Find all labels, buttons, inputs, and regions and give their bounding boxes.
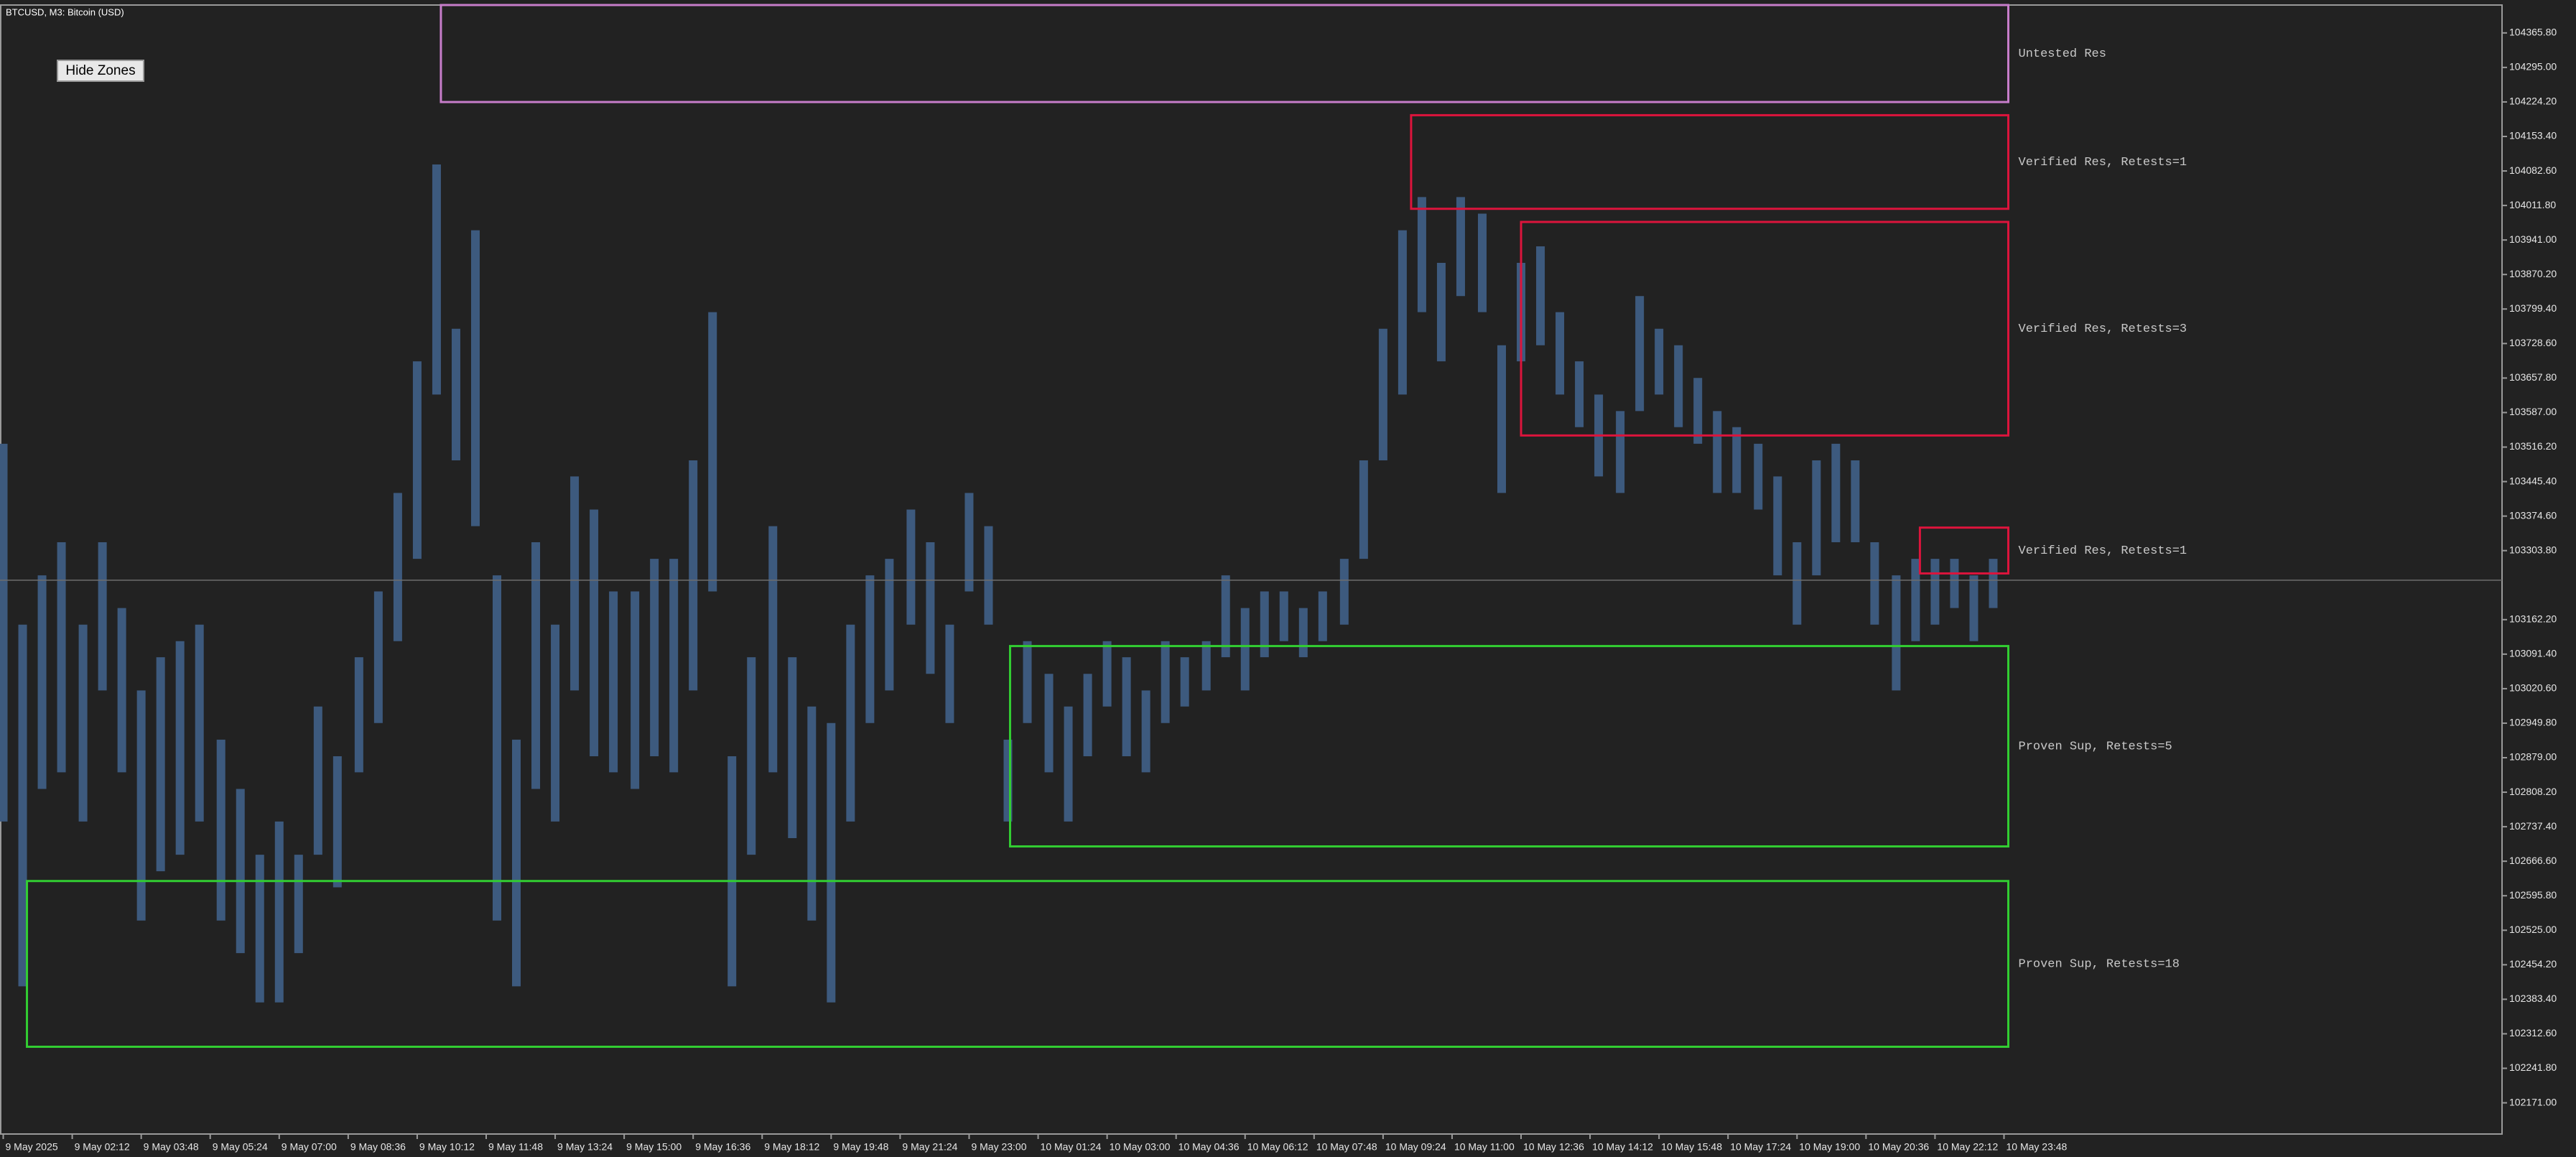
y-tick-label: 102171.00 xyxy=(2509,1096,2557,1107)
y-tick-label: 102808.20 xyxy=(2509,786,2557,797)
x-tick-label: 10 May 09:24 xyxy=(1385,1141,1446,1153)
x-tick-label: 9 May 02:12 xyxy=(75,1141,130,1153)
x-tick-label: 9 May 07:00 xyxy=(282,1141,337,1153)
y-tick-label: 104224.20 xyxy=(2509,96,2557,107)
x-tick-label: 9 May 03:48 xyxy=(144,1141,199,1153)
zone-box xyxy=(1009,645,2010,848)
x-tick-label: 9 May 11:48 xyxy=(488,1141,543,1153)
y-tick-label: 103020.60 xyxy=(2509,682,2557,694)
x-tick-label: 9 May 19:48 xyxy=(833,1141,888,1153)
x-tick-label: 9 May 15:00 xyxy=(626,1141,682,1153)
x-tick-label: 9 May 2025 xyxy=(6,1141,58,1153)
y-tick-label: 103303.80 xyxy=(2509,544,2557,555)
hide-zones-button[interactable]: Hide Zones xyxy=(57,60,144,82)
x-tick-label: 9 May 18:12 xyxy=(764,1141,819,1153)
zone-label: Untested Res xyxy=(2019,47,2106,61)
zone-box xyxy=(440,4,2010,103)
x-tick-label: 9 May 23:00 xyxy=(971,1141,1026,1153)
window-title: BTCUSD, M3: Bitcoin (USD) xyxy=(6,6,124,17)
y-tick-label: 102241.80 xyxy=(2509,1061,2557,1073)
x-tick-label: 10 May 17:24 xyxy=(1730,1141,1791,1153)
y-tick-label: 102595.80 xyxy=(2509,889,2557,901)
x-tick-label: 10 May 19:00 xyxy=(1799,1141,1860,1153)
x-tick-label: 9 May 08:36 xyxy=(350,1141,406,1153)
x-tick-label: 10 May 12:36 xyxy=(1523,1141,1584,1153)
zone-box xyxy=(26,880,2010,1049)
x-tick-label: 10 May 22:12 xyxy=(1937,1141,1998,1153)
y-tick-label: 104082.60 xyxy=(2509,164,2557,176)
x-tick-label: 10 May 20:36 xyxy=(1868,1141,1929,1153)
x-tick-label: 10 May 15:48 xyxy=(1661,1141,1722,1153)
button-face[interactable] xyxy=(57,60,144,82)
y-tick-label: 103799.40 xyxy=(2509,302,2557,314)
y-tick-label: 104153.40 xyxy=(2509,130,2557,141)
y-tick-label: 102525.00 xyxy=(2509,924,2557,935)
zone-box xyxy=(1520,220,2010,437)
zone-label: Verified Res, Retests=1 xyxy=(2019,156,2187,169)
x-tick-label: 10 May 14:12 xyxy=(1592,1141,1653,1153)
x-tick-label: 9 May 13:24 xyxy=(557,1141,613,1153)
x-tick-label: 9 May 05:24 xyxy=(213,1141,268,1153)
y-tick-label: 102312.60 xyxy=(2509,1027,2557,1038)
y-tick-label: 103091.40 xyxy=(2509,648,2557,659)
x-tick-label: 9 May 16:36 xyxy=(695,1141,750,1153)
x-tick-label: 10 May 03:00 xyxy=(1110,1141,1171,1153)
y-tick-label: 103728.60 xyxy=(2509,337,2557,348)
y-tick-label: 104011.80 xyxy=(2509,199,2556,210)
x-tick-label: 10 May 04:36 xyxy=(1178,1141,1240,1153)
price-bars xyxy=(0,164,1998,1003)
y-tick-label: 102879.00 xyxy=(2509,751,2557,763)
zone-label: Proven Sup, Retests=5 xyxy=(2019,740,2172,754)
x-tick-label: 9 May 10:12 xyxy=(419,1141,475,1153)
zone-box xyxy=(1410,113,2010,210)
y-tick-label: 103516.20 xyxy=(2509,440,2557,452)
x-tick-label: 10 May 11:00 xyxy=(1454,1141,1515,1153)
y-tick-label: 103587.00 xyxy=(2509,406,2557,417)
y-tick-label: 102737.40 xyxy=(2509,820,2557,832)
x-tick-label: 10 May 23:48 xyxy=(2007,1141,2068,1153)
y-tick-label: 103870.20 xyxy=(2509,268,2557,279)
y-tick-label: 102949.80 xyxy=(2509,717,2557,728)
x-tick-label: 10 May 07:48 xyxy=(1316,1141,1377,1153)
button-label[interactable]: Hide Zones xyxy=(65,63,135,78)
y-tick-label: 102666.60 xyxy=(2509,855,2557,866)
y-tick-label: 103657.80 xyxy=(2509,371,2557,383)
zone-box xyxy=(1918,526,2010,575)
y-tick-label: 103941.00 xyxy=(2509,233,2557,245)
zone-label: Verified Res, Retests=1 xyxy=(2019,544,2187,558)
zone-label: Proven Sup, Retests=18 xyxy=(2019,958,2180,972)
y-tick-label: 102383.40 xyxy=(2509,993,2557,1004)
x-tick-label: 10 May 06:12 xyxy=(1247,1141,1308,1153)
y-tick-label: 102454.20 xyxy=(2509,958,2557,970)
x-tick-label: 9 May 21:24 xyxy=(902,1141,957,1153)
zone-label: Verified Res, Retests=3 xyxy=(2019,322,2187,336)
y-tick-label: 104365.80 xyxy=(2509,27,2557,38)
y-tick-label: 103374.60 xyxy=(2509,509,2557,521)
y-tick-label: 103162.20 xyxy=(2509,613,2557,624)
y-tick-label: 103445.40 xyxy=(2509,475,2557,486)
y-tick-label: 104295.00 xyxy=(2509,61,2557,73)
x-tick-label: 10 May 01:24 xyxy=(1041,1141,1102,1153)
